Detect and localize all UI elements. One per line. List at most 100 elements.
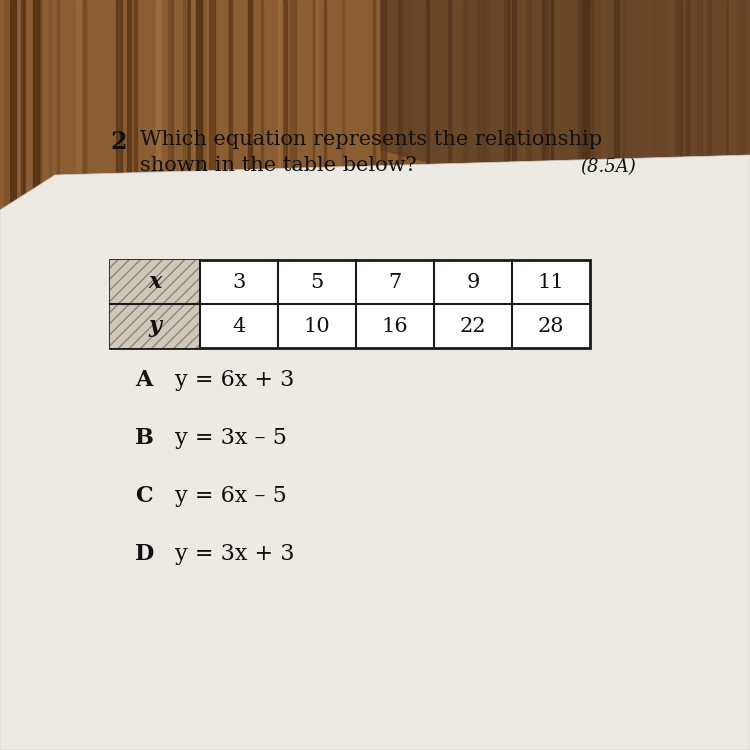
Bar (523, 0, 527, 750)
Bar (188, 0, 192, 750)
Bar (33, 0, 39, 750)
Bar (116, 0, 122, 750)
Bar (707, 0, 711, 750)
Text: 10: 10 (304, 316, 330, 335)
Bar (680, 0, 682, 750)
Bar (194, 0, 199, 750)
Bar (196, 0, 202, 750)
Text: y = 6x – 5: y = 6x – 5 (175, 485, 286, 507)
Bar (448, 0, 451, 750)
Bar (585, 0, 589, 750)
Polygon shape (380, 0, 750, 250)
Bar (56, 0, 59, 750)
Bar (35, 0, 40, 750)
Bar (464, 0, 466, 750)
Bar (127, 0, 131, 750)
Text: 9: 9 (466, 272, 480, 292)
Bar (34, 0, 39, 750)
Bar (251, 0, 252, 750)
Bar (209, 0, 214, 750)
Bar (134, 0, 137, 750)
Bar (729, 0, 734, 750)
Bar (290, 0, 296, 750)
Text: 22: 22 (460, 316, 486, 335)
Bar (578, 0, 582, 750)
Bar (647, 0, 652, 750)
Bar (110, 260, 590, 348)
Text: (8.5A): (8.5A) (580, 158, 636, 176)
Bar (343, 0, 344, 750)
Bar (187, 0, 190, 750)
Bar (740, 0, 745, 750)
Text: x: x (148, 271, 162, 293)
Bar (278, 0, 283, 750)
Bar (10, 0, 13, 750)
Text: y = 3x – 5: y = 3x – 5 (175, 427, 286, 449)
Bar (478, 0, 484, 750)
Bar (315, 0, 317, 750)
Bar (21, 0, 25, 750)
Bar (110, 304, 200, 348)
Bar (229, 0, 230, 750)
Bar (589, 0, 593, 750)
Bar (542, 0, 544, 750)
Bar (454, 0, 460, 750)
Bar (512, 0, 517, 750)
Bar (426, 0, 427, 750)
Bar (526, 0, 532, 750)
Bar (404, 0, 410, 750)
Bar (373, 0, 376, 750)
Bar (4, 0, 8, 750)
Bar (49, 0, 51, 750)
Text: B: B (135, 427, 154, 449)
Bar (200, 0, 206, 750)
Text: y = 6x + 3: y = 6x + 3 (175, 369, 294, 391)
Text: C: C (135, 485, 153, 507)
Text: A: A (135, 369, 152, 391)
Bar (83, 0, 86, 750)
Text: 3: 3 (232, 272, 246, 292)
Bar (110, 304, 200, 348)
Text: 16: 16 (382, 316, 408, 335)
Bar (484, 0, 488, 750)
Polygon shape (55, 155, 750, 185)
Bar (614, 0, 619, 750)
Bar (262, 0, 263, 750)
Text: 2: 2 (110, 130, 127, 154)
Bar (398, 0, 401, 750)
Bar (675, 0, 680, 750)
Bar (545, 0, 548, 750)
Text: Which equation represents the relationship
shown in the table below?: Which equation represents the relationsh… (140, 130, 602, 175)
Bar (23, 0, 24, 750)
Bar (183, 0, 185, 750)
Bar (76, 0, 80, 750)
Bar (229, 0, 232, 750)
Bar (168, 0, 172, 750)
Bar (686, 0, 689, 750)
Bar (381, 0, 386, 750)
Bar (190, 0, 193, 750)
Bar (551, 0, 554, 750)
Bar (248, 0, 252, 750)
Bar (477, 0, 480, 750)
Bar (207, 0, 209, 750)
Text: 5: 5 (310, 272, 324, 292)
Bar (324, 0, 326, 750)
Bar (698, 0, 702, 750)
Text: y = 3x + 3: y = 3x + 3 (175, 543, 295, 565)
Text: 4: 4 (232, 316, 246, 335)
Bar (402, 0, 404, 750)
Bar (581, 0, 587, 750)
Bar (172, 0, 173, 750)
Bar (602, 0, 606, 750)
Bar (156, 0, 160, 750)
Bar (669, 0, 674, 750)
Bar (525, 0, 530, 750)
Text: 11: 11 (538, 272, 564, 292)
Text: y: y (148, 315, 161, 337)
Bar (10, 0, 16, 750)
Text: 7: 7 (388, 272, 402, 292)
Text: D: D (135, 543, 154, 565)
Bar (744, 0, 748, 750)
Bar (110, 260, 200, 304)
